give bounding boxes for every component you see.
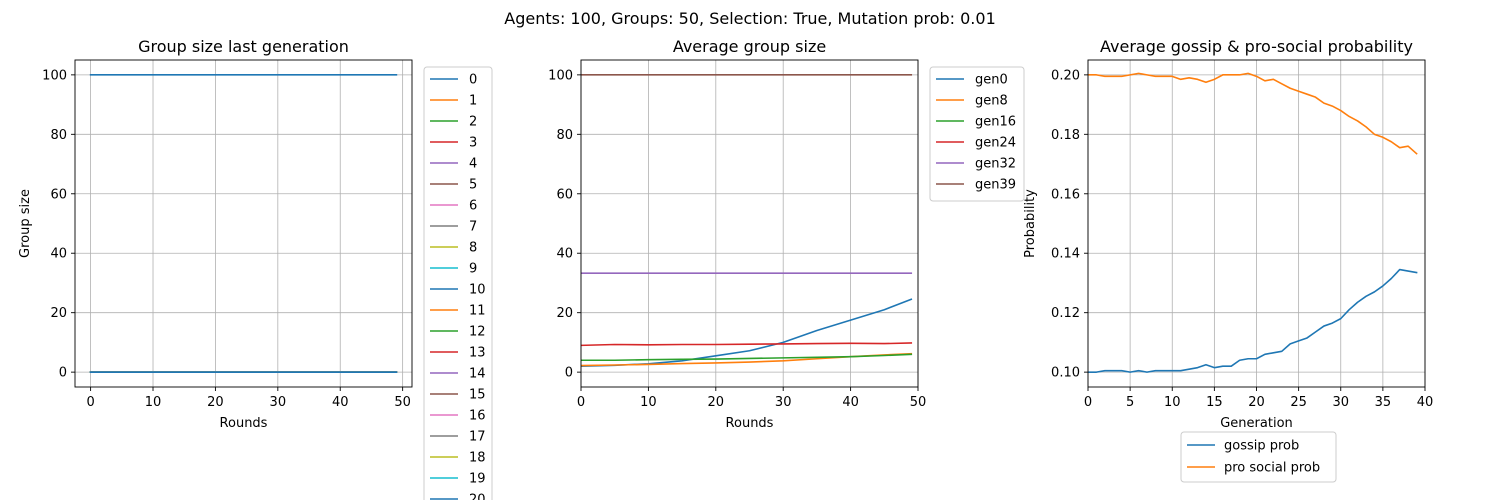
- y-axis-label: Group size: [18, 189, 33, 258]
- legend-label-4: 4: [469, 157, 477, 172]
- series-line-gossip prob: [1088, 268, 1418, 373]
- legend-label-11: 11: [469, 304, 486, 319]
- legend-label-gossip prob: gossip prob: [1224, 439, 1299, 454]
- x-tick-label: 40: [842, 395, 859, 410]
- chart-title: Average gossip & pro-social probability: [1100, 37, 1413, 56]
- legend-label-pro social prob: pro social prob: [1224, 461, 1320, 476]
- x-tick-label: 20: [207, 395, 224, 410]
- y-tick-label: 40: [556, 247, 573, 262]
- x-axis-label: Generation: [1220, 416, 1293, 431]
- x-tick-label: 10: [145, 395, 162, 410]
- legend-label-18: 18: [469, 451, 486, 466]
- y-tick-label: 0.18: [1051, 128, 1080, 143]
- legend-box: [1180, 431, 1337, 483]
- y-tick-label: 0.16: [1051, 187, 1080, 202]
- x-tick-label: 30: [1332, 395, 1349, 410]
- x-tick-label: 25: [1290, 395, 1307, 410]
- x-tick-label: 5: [1126, 395, 1134, 410]
- y-tick-label: 60: [556, 187, 573, 202]
- x-tick-label: 50: [394, 395, 411, 410]
- x-tick-label: 40: [332, 395, 349, 410]
- legend-label-5: 5: [469, 178, 477, 193]
- legend-label-15: 15: [469, 388, 486, 403]
- y-tick-label: 80: [50, 128, 67, 143]
- legend-label-8: 8: [469, 241, 477, 256]
- legend-label-gen32: gen32: [975, 157, 1016, 172]
- x-tick-label: 30: [270, 395, 287, 410]
- legend-label-gen8: gen8: [975, 94, 1008, 109]
- x-tick-label: 0: [86, 395, 94, 410]
- chart-title: Group size last generation: [138, 37, 349, 56]
- y-tick-label: 60: [50, 187, 67, 202]
- legend-label-13: 13: [469, 346, 486, 361]
- chart-2: 0 10 20 30 40 50 0 20 40 60 80 100 Average group siz…: [548, 37, 1025, 431]
- x-tick-label: 10: [640, 395, 657, 410]
- legend-label-17: 17: [469, 430, 486, 445]
- x-axis-label: Rounds: [220, 416, 268, 431]
- legend-label-20: 20: [469, 493, 486, 500]
- legend-box: [423, 66, 493, 500]
- chart-title: Average group size: [673, 37, 826, 56]
- legend-label-16: 16: [469, 409, 486, 424]
- legend-label-7: 7: [469, 220, 477, 235]
- y-tick-label: 80: [556, 128, 573, 143]
- legend-label-14: 14: [469, 367, 486, 382]
- y-tick-label: 0: [59, 366, 67, 381]
- plot-area: [89, 74, 398, 373]
- legend-label-gen24: gen24: [975, 136, 1016, 151]
- x-tick-label: 20: [708, 395, 725, 410]
- plot-area: [581, 74, 913, 367]
- x-tick-label: 10: [1164, 395, 1181, 410]
- y-tick-label: 0.12: [1051, 306, 1080, 321]
- legend-label-0: 0: [469, 73, 477, 88]
- figure-suptitle: Agents: 100, Groups: 50, Selection: True…: [504, 9, 996, 28]
- x-tick-label: 35: [1375, 395, 1392, 410]
- y-tick-label: 0.14: [1051, 247, 1080, 262]
- legend-label-1: 1: [469, 94, 477, 109]
- legend-label-2: 2: [469, 115, 477, 130]
- x-tick-label: 50: [910, 395, 927, 410]
- y-tick-label: 0: [565, 366, 573, 381]
- series-line-pro social prob: [1088, 72, 1418, 155]
- y-tick-label: 0.20: [1051, 68, 1080, 83]
- legend-label-10: 10: [469, 283, 486, 298]
- legend-label-19: 19: [469, 472, 486, 487]
- plot-area: [1088, 72, 1418, 373]
- y-tick-label: 100: [548, 68, 573, 83]
- x-tick-label: 0: [1084, 395, 1092, 410]
- x-tick-label: 40: [1417, 395, 1434, 410]
- series-line-gen24: [581, 342, 913, 347]
- legend-label-gen39: gen39: [975, 178, 1016, 193]
- legend-label-gen16: gen16: [975, 115, 1016, 130]
- x-tick-label: 15: [1206, 395, 1223, 410]
- y-tick-label: 0.10: [1051, 366, 1080, 381]
- x-tick-label: 0: [577, 395, 585, 410]
- x-tick-label: 30: [775, 395, 792, 410]
- y-tick-label: 100: [42, 68, 67, 83]
- y-tick-label: 20: [50, 306, 67, 321]
- axes-frame: [580, 59, 919, 388]
- y-tick-label: 40: [50, 247, 67, 262]
- legend-label-gen0: gen0: [975, 73, 1008, 88]
- x-axis-label: Rounds: [726, 416, 774, 431]
- y-axis-label: Probability: [1023, 189, 1038, 258]
- legend-label-12: 12: [469, 325, 486, 340]
- series-line-gen16: [581, 353, 913, 362]
- axes-frame: [74, 59, 413, 388]
- x-tick-label: 20: [1248, 395, 1265, 410]
- y-tick-label: 20: [556, 306, 573, 321]
- legend-label-6: 6: [469, 199, 477, 214]
- legend-label-3: 3: [469, 136, 477, 151]
- chart-3: 0 5 10 15 20 25 30 35 40 0.10 0.12 0.14 0.16 0.18 0.20…: [1023, 37, 1434, 483]
- legend-label-9: 9: [469, 262, 477, 277]
